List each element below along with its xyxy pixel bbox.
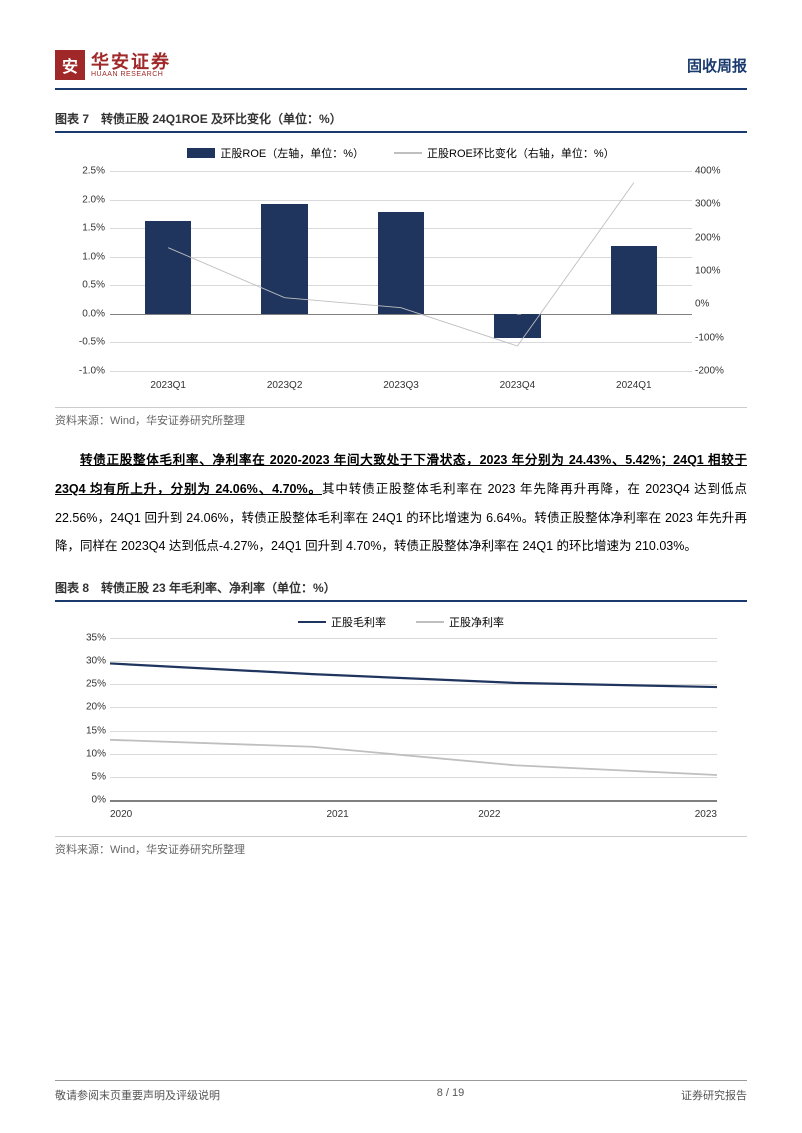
logo-block: 安 华安证券 HUAAN RESEARCH xyxy=(55,50,171,80)
report-type: 固收周报 xyxy=(687,55,747,76)
legend-bar-swatch xyxy=(187,148,215,158)
figure7-legend: 正股ROE（左轴，单位：%） 正股ROE环比变化（右轴，单位：%） xyxy=(55,141,747,161)
logo-cn: 华安证券 xyxy=(91,53,171,71)
legend-line-swatch xyxy=(298,621,326,624)
footer-divider xyxy=(55,1080,747,1081)
y-axis-left: -1.0%-0.5%0.0%0.5%1.0%1.5%2.0%2.5% xyxy=(65,171,105,371)
line-series xyxy=(110,171,692,371)
figure7-source: 资料来源：Wind，华安证券研究所整理 xyxy=(55,407,747,428)
page-header: 安 华安证券 HUAAN RESEARCH 固收周报 xyxy=(55,50,747,80)
figure8-source: 资料来源：Wind，华安证券研究所整理 xyxy=(55,836,747,857)
y-axis-right: -200%-100%0%100%200%300%400% xyxy=(695,171,740,371)
footer-right: 证券研究报告 xyxy=(681,1087,747,1103)
y-axis-left: 0%5%10%15%20%25%30%35% xyxy=(68,638,106,800)
header-divider xyxy=(55,88,747,90)
figure8-chart: 正股毛利率 正股净利率 0%5%10%15%20%25%30%35% 20202… xyxy=(55,610,747,830)
logo-icon: 安 xyxy=(55,50,85,80)
legend-label: 正股ROE（左轴，单位：%） xyxy=(220,145,364,161)
x-axis: 2020202120222023 xyxy=(110,809,717,820)
legend-label: 正股ROE环比变化（右轴，单位：%） xyxy=(427,145,615,161)
line-series xyxy=(110,638,717,800)
figure7-chart: 正股ROE（左轴，单位：%） 正股ROE环比变化（右轴，单位：%） -1.0%-… xyxy=(55,141,747,401)
legend-line-swatch xyxy=(416,621,444,623)
legend-line-swatch xyxy=(394,152,422,154)
logo-en: HUAAN RESEARCH xyxy=(91,71,171,78)
footer-center: 8 / 19 xyxy=(437,1087,465,1103)
figure8-title: 图表 8 转债正股 23 年毛利率、净利率（单位：%） xyxy=(55,579,747,602)
legend-label: 正股毛利率 xyxy=(331,614,386,630)
figure7-title: 图表 7 转债正股 24Q1ROE 及环比变化（单位：%） xyxy=(55,110,747,133)
figure8-legend: 正股毛利率 正股净利率 xyxy=(55,610,747,630)
x-axis: 2023Q12023Q22023Q32023Q42024Q1 xyxy=(110,380,692,391)
body-paragraph: 转债正股整体毛利率、净利率在 2020-2023 年间大致处于下滑状态，2023… xyxy=(55,446,747,561)
legend-label: 正股净利率 xyxy=(449,614,504,630)
footer-left: 敬请参阅末页重要声明及评级说明 xyxy=(55,1087,220,1103)
page-footer: 敬请参阅末页重要声明及评级说明 8 / 19 证券研究报告 xyxy=(55,1080,747,1103)
